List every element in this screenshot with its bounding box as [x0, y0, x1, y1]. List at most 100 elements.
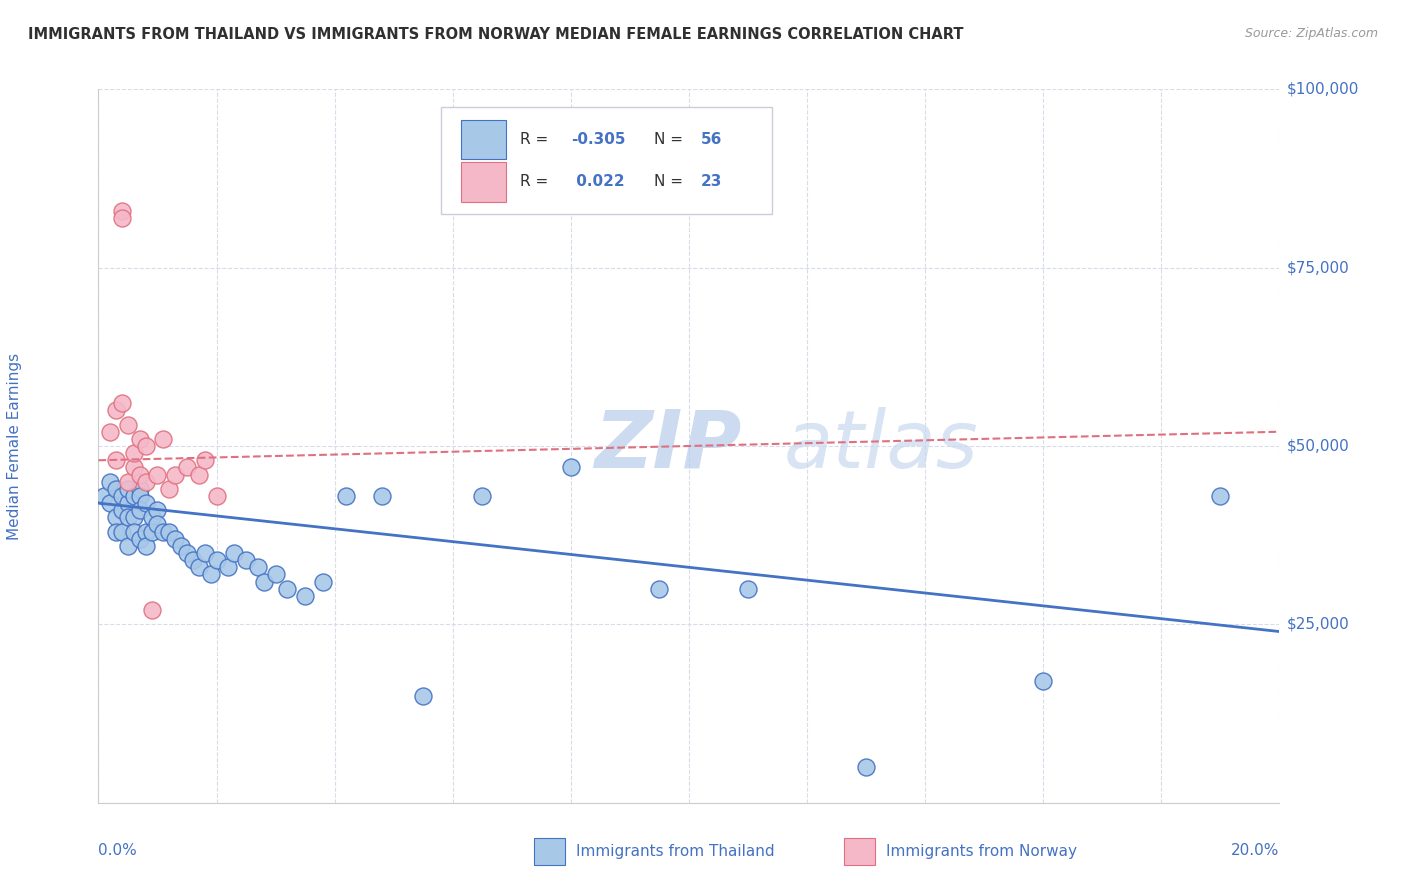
Point	[312, 574, 335, 589]
Point	[181, 553, 204, 567]
Point	[194, 546, 217, 560]
Point	[135, 539, 157, 553]
Point	[122, 524, 145, 539]
Point	[135, 496, 157, 510]
Point	[111, 524, 134, 539]
Point	[335, 489, 357, 503]
Text: Immigrants from Norway: Immigrants from Norway	[886, 845, 1077, 859]
Point	[371, 489, 394, 503]
Text: $100,000: $100,000	[1286, 82, 1358, 96]
Point	[165, 532, 187, 546]
Point	[128, 432, 150, 446]
Point	[176, 460, 198, 475]
Point	[276, 582, 298, 596]
Point	[1209, 489, 1232, 503]
Point	[165, 467, 187, 482]
Point	[105, 510, 128, 524]
Point	[117, 482, 139, 496]
Point	[98, 475, 121, 489]
Point	[141, 510, 163, 524]
Point	[117, 417, 139, 432]
Text: 23: 23	[700, 175, 723, 189]
Text: R =: R =	[520, 132, 553, 146]
Point	[111, 211, 134, 225]
Text: 56: 56	[700, 132, 723, 146]
Text: 0.0%: 0.0%	[98, 843, 138, 858]
Point	[128, 467, 150, 482]
Text: $50,000: $50,000	[1286, 439, 1350, 453]
Text: Immigrants from Thailand: Immigrants from Thailand	[576, 845, 775, 859]
Text: N =: N =	[654, 132, 688, 146]
Point	[1032, 674, 1054, 689]
Point	[194, 453, 217, 467]
Text: $25,000: $25,000	[1286, 617, 1350, 632]
Text: -0.305: -0.305	[571, 132, 626, 146]
Point	[253, 574, 276, 589]
Point	[122, 510, 145, 524]
Text: N =: N =	[654, 175, 688, 189]
Text: 0.022: 0.022	[571, 175, 624, 189]
Point	[648, 582, 671, 596]
Point	[187, 560, 209, 574]
Bar	[461, 120, 506, 159]
Point	[135, 475, 157, 489]
Point	[122, 446, 145, 460]
Point	[135, 439, 157, 453]
Point	[146, 517, 169, 532]
Point	[187, 467, 209, 482]
Point	[217, 560, 239, 574]
Point	[157, 524, 180, 539]
Point	[141, 524, 163, 539]
Point	[117, 475, 139, 489]
Point	[141, 603, 163, 617]
Text: atlas: atlas	[783, 407, 979, 485]
Point	[146, 503, 169, 517]
Text: R =: R =	[520, 175, 553, 189]
Text: Median Female Earnings: Median Female Earnings	[7, 352, 21, 540]
Point	[105, 403, 128, 417]
Point	[105, 453, 128, 467]
Point	[111, 503, 134, 517]
Point	[855, 760, 877, 774]
Point	[93, 489, 115, 503]
Point	[111, 489, 134, 503]
Text: Source: ZipAtlas.com: Source: ZipAtlas.com	[1244, 27, 1378, 40]
Point	[200, 567, 222, 582]
Point	[205, 489, 228, 503]
Point	[205, 553, 228, 567]
FancyBboxPatch shape	[441, 107, 772, 214]
Point	[117, 510, 139, 524]
Point	[117, 539, 139, 553]
Point	[128, 489, 150, 503]
Point	[246, 560, 269, 574]
Point	[128, 532, 150, 546]
Point	[176, 546, 198, 560]
Point	[98, 425, 121, 439]
Text: $75,000: $75,000	[1286, 260, 1350, 275]
Point	[105, 482, 128, 496]
Point	[170, 539, 193, 553]
Point	[111, 396, 134, 410]
Point	[128, 482, 150, 496]
Bar	[461, 162, 506, 202]
Point	[128, 503, 150, 517]
Point	[224, 546, 246, 560]
Point	[146, 467, 169, 482]
Point	[264, 567, 287, 582]
Point	[135, 524, 157, 539]
Point	[122, 460, 145, 475]
Point	[111, 203, 134, 218]
Point	[152, 432, 174, 446]
Point	[105, 524, 128, 539]
Point	[235, 553, 257, 567]
Point	[98, 496, 121, 510]
Point	[412, 689, 434, 703]
Point	[152, 524, 174, 539]
Point	[294, 589, 316, 603]
Point	[157, 482, 180, 496]
Point	[560, 460, 582, 475]
Point	[471, 489, 494, 503]
Text: ZIP: ZIP	[595, 407, 742, 485]
Text: 20.0%: 20.0%	[1232, 843, 1279, 858]
Point	[117, 496, 139, 510]
